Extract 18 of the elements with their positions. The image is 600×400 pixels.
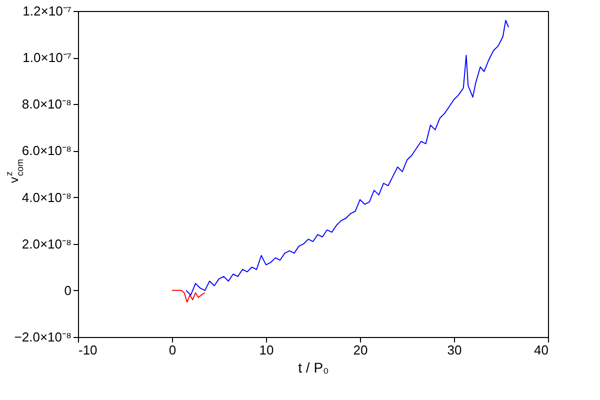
line-series [172,290,206,303]
x-tick-label: 40 [534,342,548,358]
x-tick-label: 10 [259,342,274,358]
line-series [186,20,510,296]
y-tick-label: 0 [64,282,72,298]
y-tick-label: 1.2×10⁻⁷ [22,4,72,18]
y-axis-title: vzcom [4,158,25,183]
x-axis-title: t / P₀ [298,360,330,376]
y-tick-label: 2.0×10⁻⁸ [22,236,72,252]
y-tick-label: 4.0×10⁻⁸ [22,190,72,205]
y-tick-label: −2.0×10⁻⁸ [14,330,72,344]
x-tick-label: 20 [353,342,368,358]
y-tick-label: 1.0×10⁻⁷ [22,50,72,66]
x-tick-label: -10 [78,342,98,358]
y-tick-label: 6.0×10⁻⁸ [22,143,72,158]
x-tick-label: 0 [168,342,176,358]
x-tick-label: 30 [447,342,462,358]
y-tick-label: 8.0×10⁻⁸ [22,96,72,112]
